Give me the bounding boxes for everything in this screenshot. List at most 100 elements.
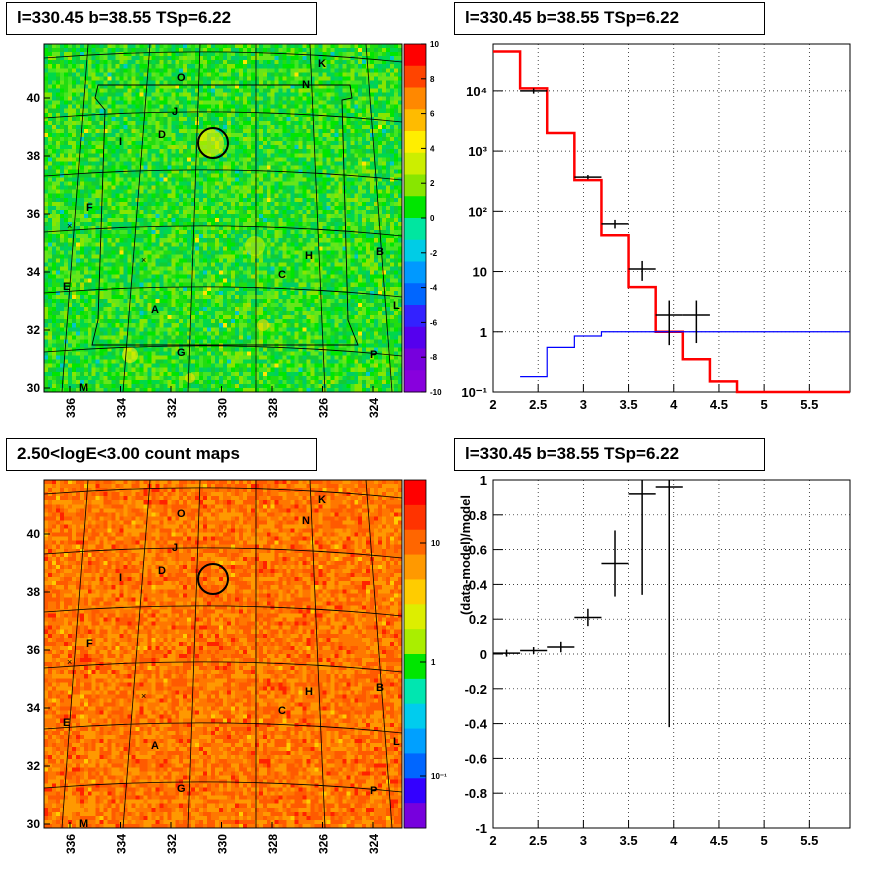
tl-colorbar: 10 8 6 4 2 0 -2 -4 -6 -8 -10	[403, 40, 442, 397]
y-tick-label: -0.4	[465, 717, 488, 732]
y-tick-label: 0.6	[469, 543, 487, 558]
colorbar-segment	[404, 604, 426, 630]
roi-outline	[91, 84, 359, 346]
source-label-e: E	[63, 717, 70, 729]
y-tick-label: 30	[27, 381, 41, 395]
colorbar-segment	[404, 239, 426, 262]
source-label-e: E	[63, 281, 70, 293]
x-tick-label: 4	[670, 397, 678, 412]
source-label-a: A	[151, 740, 159, 752]
y-tick-label: -0.2	[465, 682, 487, 697]
source-label-c: C	[278, 269, 286, 281]
x-tick-label: 324	[367, 398, 381, 418]
x-tick-label: 5.5	[800, 833, 818, 848]
map-pixels	[44, 44, 402, 392]
x-tick-label: 336	[64, 834, 78, 854]
latitude-line	[43, 781, 403, 793]
source-label-l: L	[393, 736, 400, 748]
x-tick-label: 324	[367, 834, 381, 854]
y-tick-label: 10⁻¹	[461, 385, 487, 400]
x-tick-label: 5	[761, 397, 768, 412]
latitude-line	[43, 111, 403, 123]
colorbar-segment	[404, 326, 426, 349]
map-pixels	[44, 480, 402, 828]
colorbar-label: 6	[430, 110, 435, 119]
y-tick-label: 36	[27, 207, 41, 221]
residual-plot: 2 2.5 3 3.5 4 4.5 5 5.5 1 0.8 0.6 0.4 0.2 0 -0.2 -0.4 -0…	[458, 473, 851, 848]
top-left-title: l=330.45 b=38.55 TSp=6.22	[6, 2, 317, 35]
source-label-p: P	[370, 349, 377, 361]
source-circle	[197, 563, 229, 595]
source-label-i: I	[119, 136, 122, 148]
colorbar-segment	[404, 778, 426, 804]
map-hotspot	[245, 236, 265, 256]
source-label-o: O	[177, 508, 186, 520]
colorbar-segment	[404, 348, 426, 371]
colorbar-label: 0	[430, 214, 435, 223]
x-tick-label: 328	[266, 834, 280, 854]
x-tick-label: 2	[489, 397, 496, 412]
longitude-line	[187, 43, 201, 393]
colorbar-segment	[404, 654, 426, 680]
source-label-h: H	[305, 250, 313, 262]
source-label-b: B	[376, 682, 384, 694]
colorbar-segment	[404, 196, 426, 219]
colorbar-segment	[404, 152, 426, 175]
longitude-line	[61, 43, 89, 393]
source-label-p: P	[370, 785, 377, 797]
colorbar-label: 10	[431, 539, 440, 548]
map-hotspot	[122, 347, 138, 363]
source-circle	[197, 127, 229, 159]
colorbar-label: 1	[431, 658, 436, 667]
colorbar-label: 10⁻¹	[431, 772, 447, 781]
colorbar-segment	[404, 109, 426, 132]
y-tick-label: 38	[27, 585, 41, 599]
colorbar-segment	[404, 370, 426, 393]
map-frame	[43, 43, 403, 393]
source-label-b: B	[376, 246, 384, 258]
colorbar-label: -8	[430, 353, 438, 362]
y-tick-label: 32	[27, 759, 41, 773]
map-hotspot	[185, 373, 195, 383]
x-tick-label: 326	[317, 398, 331, 418]
source-label-n: N	[302, 79, 310, 91]
x-tick-label: 332	[165, 398, 179, 418]
x-tick-label: 3.5	[620, 397, 638, 412]
x-tick-label: 4.5	[710, 833, 728, 848]
y-tick-label: 0.8	[469, 508, 487, 523]
colorbar-label: -4	[430, 284, 438, 293]
y-tick-label: 10²	[468, 204, 487, 219]
colorbar-segment	[404, 629, 426, 655]
colorbar-segment	[404, 131, 426, 154]
x-tick-label: 326	[317, 834, 331, 854]
source-cross: ×	[67, 221, 72, 231]
colorbar-segment	[404, 703, 426, 730]
y-tick-label: 34	[27, 701, 41, 715]
colorbar-label: -10	[430, 388, 442, 397]
colorbar-segment	[404, 283, 426, 306]
y-tick-label: 10⁴	[466, 84, 487, 99]
y-tick-label: 1	[480, 325, 487, 340]
colorbar-label: 10	[430, 40, 439, 49]
map-hotspot	[196, 129, 224, 157]
bottom-right-title: l=330.45 b=38.55 TSp=6.22	[454, 438, 765, 471]
longitude-line	[122, 479, 151, 829]
colorbar-label: 4	[430, 144, 435, 153]
map-hotspot	[257, 319, 269, 331]
source-label-m: M	[79, 382, 88, 394]
top-right-title: l=330.45 b=38.55 TSp=6.22	[454, 2, 765, 35]
colorbar-segment	[404, 65, 426, 88]
source-label-n: N	[302, 515, 310, 527]
longitude-line	[61, 479, 89, 829]
x-tick-label: 3.5	[620, 833, 638, 848]
source-label-l: L	[393, 300, 400, 312]
colorbar-segment	[404, 579, 426, 605]
source-label-c: C	[278, 705, 286, 717]
latitude-line	[43, 286, 403, 298]
colorbar-segment	[404, 305, 426, 328]
source-label-m: M	[79, 818, 88, 830]
longitude-line	[365, 479, 393, 829]
latitude-line	[43, 661, 403, 673]
